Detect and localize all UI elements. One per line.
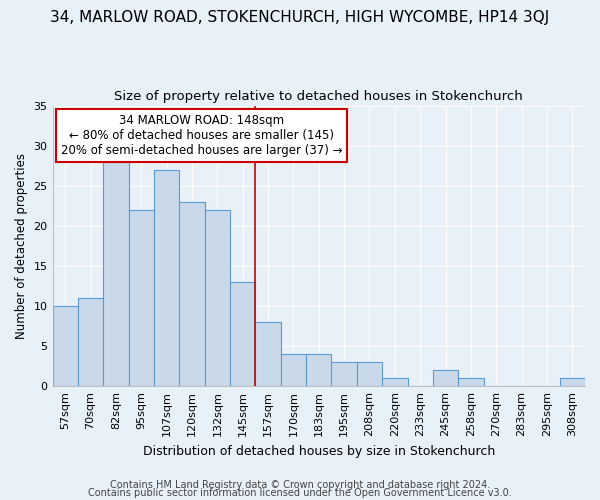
Bar — [357, 362, 382, 386]
Text: Contains public sector information licensed under the Open Government Licence v3: Contains public sector information licen… — [88, 488, 512, 498]
Bar — [458, 378, 484, 386]
Bar — [331, 362, 357, 386]
Bar — [103, 162, 128, 386]
Text: 34 MARLOW ROAD: 148sqm
← 80% of detached houses are smaller (145)
20% of semi-de: 34 MARLOW ROAD: 148sqm ← 80% of detached… — [61, 114, 343, 157]
Text: Contains HM Land Registry data © Crown copyright and database right 2024.: Contains HM Land Registry data © Crown c… — [110, 480, 490, 490]
Bar — [433, 370, 458, 386]
X-axis label: Distribution of detached houses by size in Stokenchurch: Distribution of detached houses by size … — [143, 444, 495, 458]
Bar — [128, 210, 154, 386]
Text: 34, MARLOW ROAD, STOKENCHURCH, HIGH WYCOMBE, HP14 3QJ: 34, MARLOW ROAD, STOKENCHURCH, HIGH WYCO… — [50, 10, 550, 25]
Bar — [256, 322, 281, 386]
Bar — [78, 298, 103, 386]
Y-axis label: Number of detached properties: Number of detached properties — [15, 153, 28, 339]
Bar — [230, 282, 256, 387]
Bar — [281, 354, 306, 386]
Bar — [306, 354, 331, 386]
Title: Size of property relative to detached houses in Stokenchurch: Size of property relative to detached ho… — [115, 90, 523, 103]
Bar — [179, 202, 205, 386]
Bar — [154, 170, 179, 386]
Bar — [53, 306, 78, 386]
Bar — [382, 378, 407, 386]
Bar — [560, 378, 585, 386]
Bar — [205, 210, 230, 386]
